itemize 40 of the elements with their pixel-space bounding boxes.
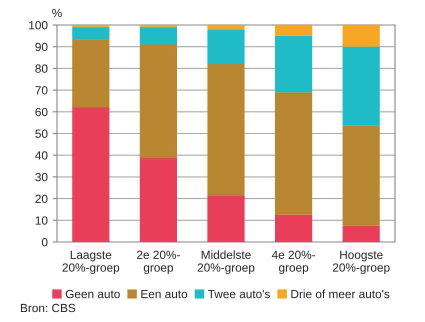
legend-label: Twee auto's (208, 290, 270, 298)
bar (275, 92, 312, 215)
bar (140, 44, 177, 158)
legend-label: Een auto (141, 290, 188, 298)
x-tick-label: 4e 20%- groep (272, 250, 316, 274)
bar (342, 126, 380, 226)
text: Bron: CBS (20, 304, 76, 312)
y-tick-label: 90 (35, 42, 48, 52)
x-tick-label: Hoogste 20%-groep (332, 250, 390, 274)
bar (342, 46, 380, 126)
bar (72, 39, 110, 108)
x-tick-label: 2e 20%- groep (137, 250, 180, 274)
bar (140, 157, 177, 242)
y-tick-label: 60 (35, 108, 48, 116)
y-axis-title: % (52, 8, 62, 18)
bar (275, 36, 312, 92)
x-tick-label: Middelste 20%-groep (198, 250, 254, 274)
legend-label: Drie of meer auto's (291, 290, 390, 298)
bar (342, 25, 380, 47)
bar (207, 25, 245, 30)
bar (72, 27, 110, 40)
legend-label: Geen auto (66, 290, 120, 298)
y-tick-label: 80 (35, 64, 48, 73)
y-tick-label: 10 (36, 216, 48, 225)
y-tick-label: 100 (29, 21, 48, 30)
y-tick-label: 0 (42, 238, 48, 246)
y-tick-label: 50 (35, 130, 48, 138)
bar (207, 64, 245, 196)
bar (140, 27, 177, 45)
bar (275, 214, 312, 242)
bar (207, 195, 245, 242)
y-tick-label: 70 (35, 86, 48, 94)
bar (72, 107, 110, 242)
bar (207, 29, 245, 64)
bar (342, 226, 380, 242)
y-tick-label: 40 (35, 151, 48, 160)
y-tick-label: 20 (35, 194, 48, 203)
bar (275, 25, 312, 36)
y-tick-label: 30 (35, 172, 48, 182)
x-tick-label: Laagste 20%-groep (62, 250, 120, 274)
